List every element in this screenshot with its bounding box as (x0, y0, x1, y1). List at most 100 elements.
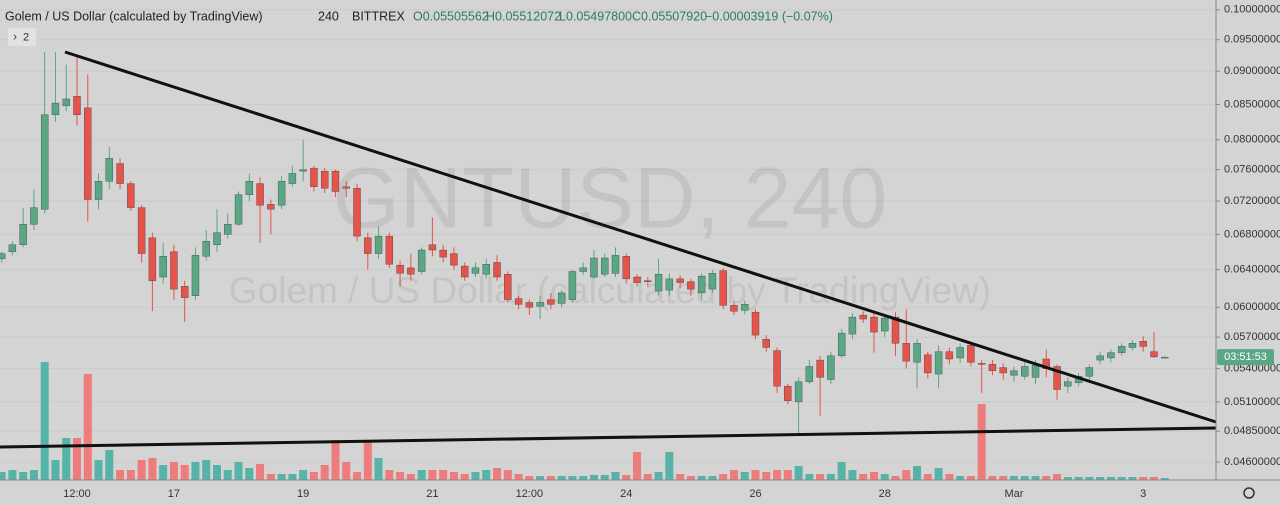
volume-bar (1160, 478, 1169, 480)
candle-body (1021, 366, 1029, 377)
candle-body (353, 188, 361, 237)
volume-bar (1139, 477, 1148, 480)
candle-body (428, 244, 437, 251)
volume-bar (180, 465, 189, 480)
volume-bar (773, 470, 782, 480)
volume-bar (406, 474, 415, 480)
candle-body (504, 274, 512, 300)
candle-body (439, 249, 447, 258)
ohlc-high: H0.05512072 (486, 9, 561, 23)
candle-body (859, 314, 867, 320)
volume-bar (277, 474, 286, 480)
y-tick-label: 0.04850000 (1224, 425, 1280, 437)
volume-bar (29, 470, 38, 480)
candle-body (0, 253, 6, 260)
candle-body (1139, 341, 1147, 347)
volume-bar (568, 476, 577, 480)
volume-bar (622, 475, 631, 480)
x-tick-label: 26 (749, 488, 761, 500)
candle-body (967, 345, 975, 363)
ohlc-open: O0.05505562 (413, 9, 489, 23)
candle-body (827, 355, 835, 380)
indicator-toggle[interactable] (8, 28, 36, 46)
volume-bar (1106, 477, 1115, 480)
volume-bar (503, 470, 512, 480)
volume-bar (116, 470, 125, 480)
candle-body (1053, 366, 1061, 390)
candle-body (611, 255, 620, 274)
volume-bar (956, 476, 965, 480)
candle-body (310, 167, 318, 187)
candle-body (536, 302, 544, 307)
volume-bar (191, 462, 200, 480)
candle-body (784, 385, 792, 401)
symbol-title: Golem / US Dollar (calculated by Trading… (5, 9, 263, 23)
ohlc-close: C0.05507920 (632, 9, 707, 23)
candle-body (848, 316, 857, 335)
volume-bar (342, 462, 351, 480)
candle-body (19, 224, 27, 245)
volume-bar (288, 474, 297, 480)
volume-bar (460, 474, 469, 480)
y-tick-label: 0.04600000 (1224, 456, 1280, 468)
volume-bar (794, 466, 803, 480)
x-tick-label: 24 (620, 488, 632, 500)
volume-bar (299, 470, 308, 480)
x-tick-label: 17 (168, 488, 180, 500)
candle-body (202, 241, 210, 257)
y-tick-label: 0.06400000 (1224, 264, 1280, 276)
indicator-count: 2 (23, 31, 29, 43)
candle-body (881, 317, 889, 332)
candle-body (1064, 381, 1072, 387)
settings-icon[interactable] (1243, 487, 1255, 499)
y-tick-label: 0.06800000 (1224, 228, 1280, 240)
volume-bar (439, 470, 448, 480)
volume-bar (697, 476, 706, 480)
volume-bar (1149, 477, 1158, 480)
candle-body (73, 96, 81, 116)
candle-body (105, 158, 114, 182)
volume-bar (8, 470, 17, 480)
candle-body (924, 354, 932, 374)
volume-bar (1117, 477, 1126, 480)
volume-bar (934, 468, 943, 480)
volume-bar (83, 374, 92, 480)
candle-body (1128, 343, 1137, 348)
candle-body (245, 181, 254, 195)
candle-body (342, 186, 350, 189)
x-tick-label: Mar (1005, 488, 1024, 500)
volume-bar (493, 468, 502, 480)
volume-bar (202, 460, 211, 480)
x-tick-label: 19 (297, 488, 309, 500)
volume-bar (891, 476, 900, 480)
volume-bar (869, 472, 878, 480)
volume-bar (385, 470, 394, 480)
candle-body (568, 271, 577, 300)
volume-bar (482, 470, 491, 480)
indicator-arrow: › (13, 30, 17, 44)
price-axis (1216, 0, 1280, 505)
volume-bar (633, 452, 642, 480)
candle-body (213, 232, 221, 245)
candle-body (148, 237, 157, 281)
candle-body (719, 270, 727, 306)
candle-body (191, 255, 200, 296)
volume-bar (880, 474, 889, 480)
candle-body (299, 169, 307, 172)
candle-body (94, 181, 103, 200)
candle-body (547, 299, 555, 305)
volume-bar (988, 476, 997, 480)
candle-body (751, 311, 760, 336)
candle-body (525, 302, 534, 308)
volume-bar (266, 474, 275, 480)
candle-body (1107, 352, 1115, 359)
y-tick-label: 0.08000000 (1224, 134, 1280, 146)
volume-bar (105, 450, 114, 480)
candle-body (934, 351, 943, 375)
countdown: 03:51:53 (1224, 351, 1267, 363)
y-tick-label: 0.10000000 (1224, 4, 1280, 16)
volume-bar (945, 474, 954, 480)
volume-bar (536, 476, 545, 480)
candle-body (633, 276, 641, 283)
candle-body (945, 351, 954, 360)
